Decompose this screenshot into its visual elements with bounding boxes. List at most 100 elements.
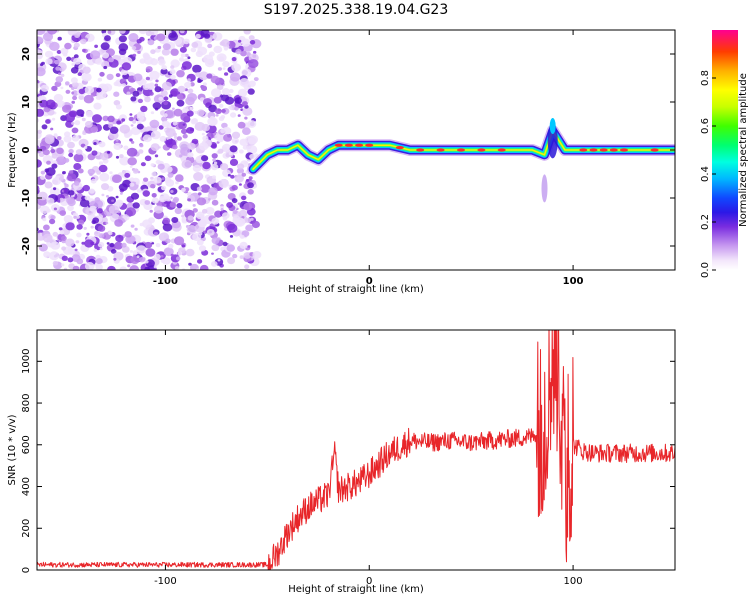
noise-speckle [52,117,56,121]
noise-speckle [185,248,195,257]
noise-speckle [234,174,244,183]
noise-speckle [130,140,135,144]
noise-speckle [150,111,155,115]
noise-speckle [45,58,53,65]
noise-speckle [51,163,58,169]
noise-speckle [139,36,145,42]
ridge-hotspot [457,148,465,152]
noise-speckle [221,122,228,129]
noise-speckle [50,146,54,150]
noise-speckle [108,57,114,63]
noise-speckle [71,91,75,95]
noise-speckle [169,201,177,208]
noise-speckle [49,187,61,197]
noise-speckle [213,96,222,104]
noise-speckle [85,110,94,118]
noise-speckle [44,168,50,173]
noise-speckle [227,173,231,177]
ridge-hotspot [620,148,628,152]
noise-speckle [222,67,226,70]
noise-speckle [58,72,62,76]
noise-speckle [39,99,49,108]
noise-speckle [243,30,251,35]
noise-speckle [46,208,51,213]
noise-speckle [220,115,226,119]
noise-speckle [60,47,69,55]
noise-speckle [44,50,54,58]
noise-speckle [95,263,103,270]
noise-speckle [40,84,49,92]
noise-speckle [79,199,90,208]
noise-speckle [89,172,93,177]
spectrogram-y-label: Frequency (Hz) [7,112,18,188]
noise-speckle [150,176,154,180]
noise-speckle [248,176,253,180]
noise-speckle [90,178,97,184]
disturbance-core [549,118,556,134]
y-tick-label: 600 [21,435,32,454]
ridge-hotspot [650,148,659,152]
noise-speckle [213,45,223,54]
noise-speckle [73,163,82,170]
noise-speckle [113,100,121,106]
noise-speckle [57,136,62,140]
noise-speckle [229,235,234,238]
noise-speckle [176,93,184,100]
noise-speckle [216,84,224,91]
noise-speckle [217,136,224,143]
noise-speckle [170,65,175,69]
noise-speckle [229,107,233,111]
noise-speckle [72,212,78,217]
noise-speckle [144,56,154,65]
noise-speckle [76,232,82,238]
noise-speckle [65,104,72,110]
noise-speckle [148,85,153,90]
noise-speckle [113,91,120,97]
noise-speckle [87,168,96,176]
noise-speckle [73,42,80,48]
noise-speckle [88,188,95,194]
noise-speckle [74,33,80,38]
noise-speckle [181,128,188,135]
noise-speckle [162,223,173,232]
noise-speckle [144,241,153,249]
noise-speckle [127,157,137,166]
noise-speckle [89,205,97,212]
noise-speckle [229,72,241,82]
colorbar-tick-label: 0.2 [700,214,711,230]
noise-speckle [115,155,120,159]
noise-speckle [201,208,208,214]
noise-speckle [97,241,105,248]
noise-speckle [247,135,258,145]
noise-speckle [136,114,145,122]
noise-speckle [130,192,140,200]
noise-speckle [247,88,255,95]
noise-speckle [49,218,56,225]
noise-speckle [139,222,144,227]
noise-speckle [73,215,77,219]
noise-speckle [201,132,205,136]
ridge-hotspot [334,143,343,147]
noise-speckle [121,246,130,253]
ridge-hotspot [416,148,425,152]
noise-speckle [236,167,244,174]
noise-speckle [237,114,241,117]
noise-speckle [227,257,236,265]
noise-speckle [196,109,205,117]
noise-speckle [74,120,81,126]
noise-speckle [196,197,207,206]
noise-speckle [150,183,156,189]
noise-speckle [98,213,102,217]
noise-speckle [53,187,57,191]
noise-speckle [176,203,183,209]
noise-speckle [211,199,219,206]
noise-speckle [137,50,141,55]
noise-speckle [170,88,181,97]
noise-speckle [153,265,157,269]
noise-speckle [71,100,75,104]
noise-speckle [196,186,202,192]
noise-speckle [218,56,225,62]
ridge-hotspot [599,148,608,152]
colorbar-tick-label: 0.6 [700,118,711,134]
noise-speckle [158,125,164,130]
